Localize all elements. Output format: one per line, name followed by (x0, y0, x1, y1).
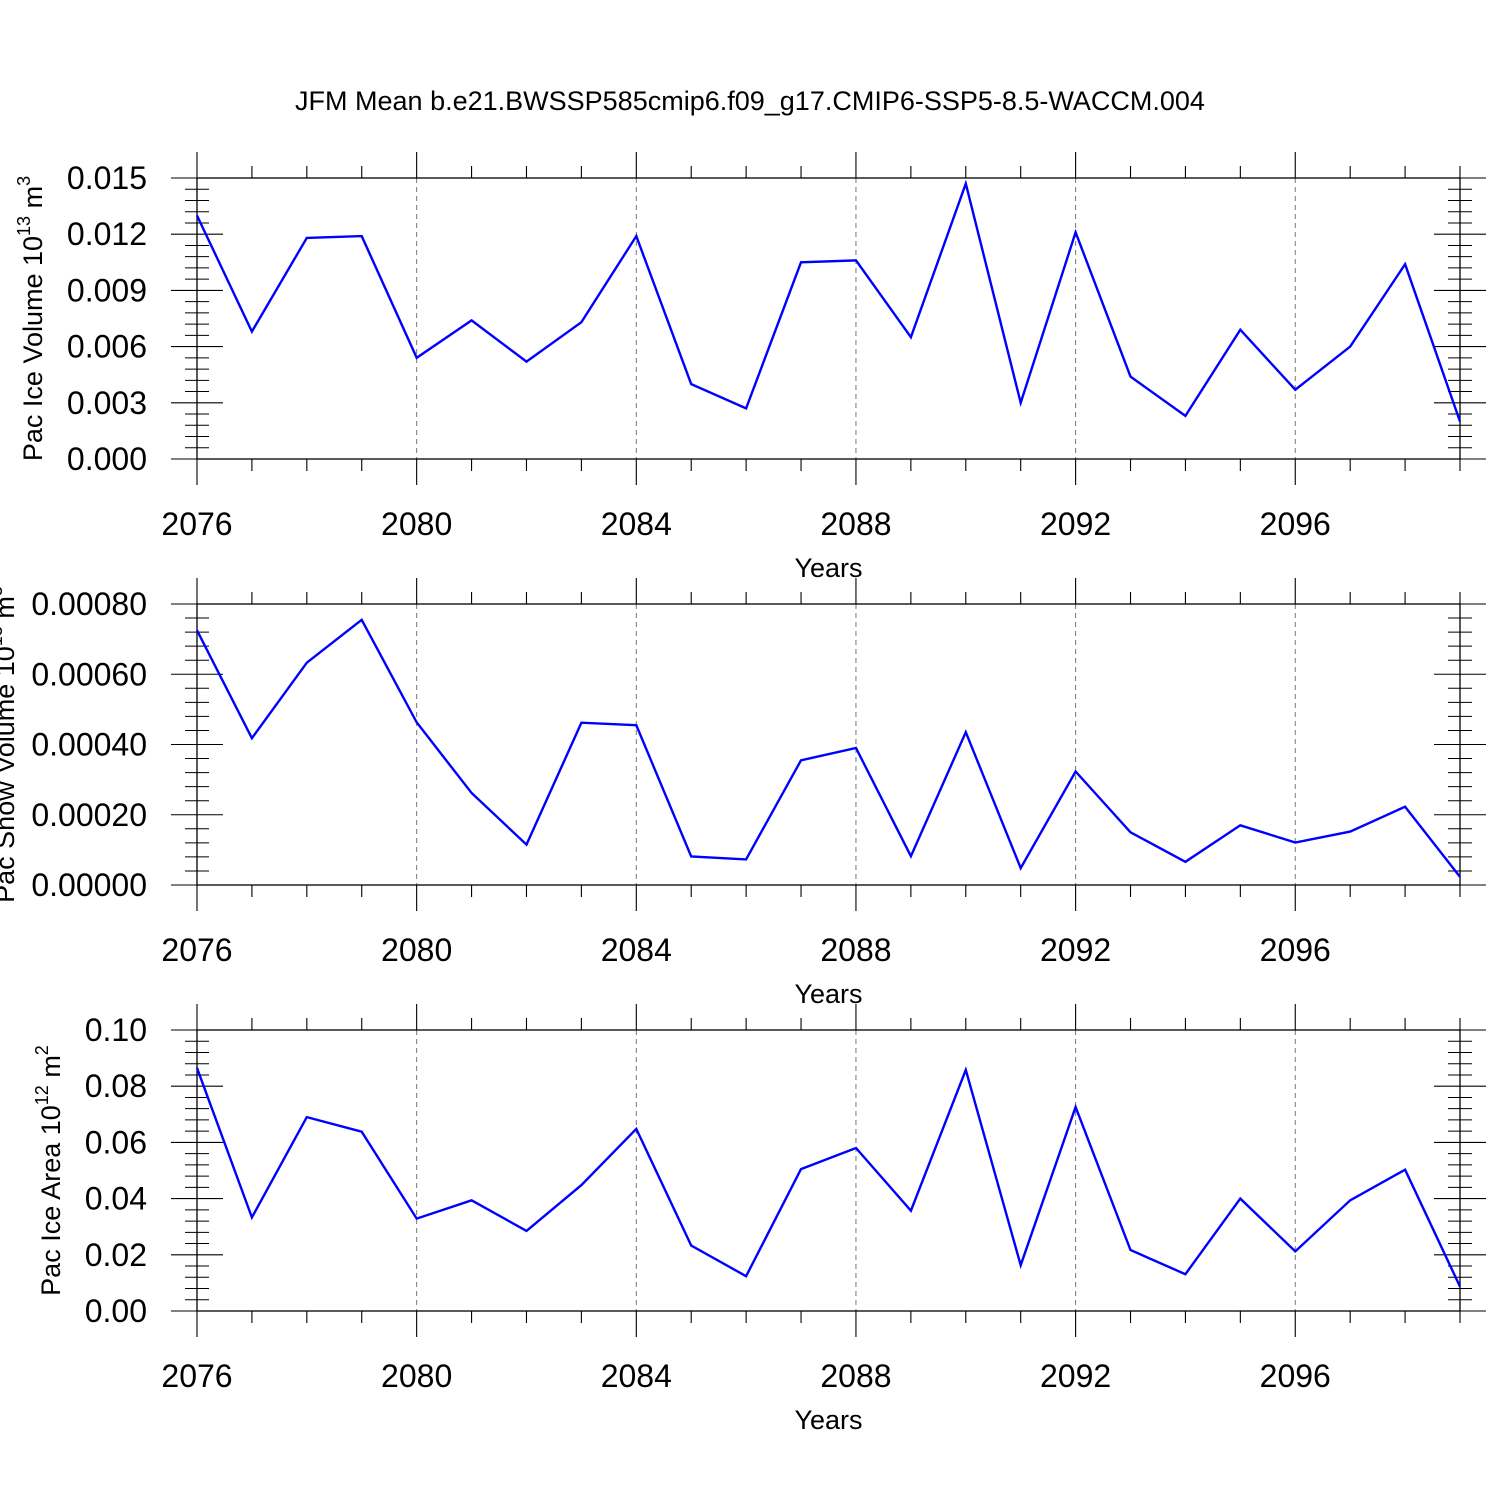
series-line (195, 617, 1461, 878)
x-tick-label: 2076 (161, 1358, 232, 1394)
x-tick-label: 2076 (161, 506, 232, 542)
x-axis-label: Years (794, 979, 862, 1009)
y-tick-label: 0.00060 (31, 656, 147, 692)
y-axis-label: Pac Ice Volume 1013 m3 (14, 176, 48, 461)
x-tick-label: 2080 (381, 1358, 452, 1394)
x-tick-label: 2092 (1040, 1358, 1111, 1394)
y-tick-label: 0.003 (67, 385, 147, 421)
y-tick-label: 0.012 (67, 216, 147, 252)
y-tick-label: 0.000 (67, 441, 147, 477)
x-tick-label: 2084 (601, 932, 672, 968)
plot-frame (196, 177, 1461, 460)
series-line (195, 1066, 1462, 1288)
y-tick-label: 0.009 (67, 272, 147, 308)
x-tick-label: 2096 (1260, 1358, 1331, 1394)
y-tick-label: 0.00000 (31, 867, 147, 903)
plot-frame (196, 1029, 1461, 1312)
x-tick-label: 2088 (820, 1358, 891, 1394)
y-tick-label: 0.08 (85, 1068, 147, 1104)
x-axis-label: Years (794, 553, 862, 583)
y-tick-label: 0.006 (67, 329, 147, 365)
y-tick-label: 0.10 (85, 1012, 147, 1048)
x-tick-label: 2096 (1260, 932, 1331, 968)
x-tick-label: 2096 (1260, 506, 1331, 542)
x-axis-label: Years (794, 1405, 862, 1435)
y-tick-label: 0.04 (85, 1181, 147, 1217)
x-tick-label: 2092 (1040, 932, 1111, 968)
y-tick-label: 0.02 (85, 1237, 147, 1273)
plot-frame (196, 603, 1461, 886)
y-axis-label: Pac Ice Area 1012 m2 (32, 1045, 66, 1296)
x-tick-label: 2092 (1040, 506, 1111, 542)
y-tick-label: 0.00040 (31, 727, 147, 763)
y-tick-label: 0.00 (85, 1293, 147, 1329)
x-tick-label: 2076 (161, 932, 232, 968)
x-tick-label: 2088 (820, 506, 891, 542)
chart-panel-2: 0.00000 0.00020 0.00040 0.00060 0.00080 2076 2… (0, 578, 1486, 1009)
chart-panel-1: 0.000 0.003 0.006 0.009 0.012 0.015 2076 2080 20… (14, 152, 1486, 583)
x-tick-label: 2084 (601, 1358, 672, 1394)
x-tick-label: 2080 (381, 506, 452, 542)
x-tick-label: 2088 (820, 932, 891, 968)
x-tick-label: 2080 (381, 932, 452, 968)
y-tick-label: 0.00020 (31, 797, 147, 833)
chart-panel-3: 0.00 0.02 0.04 0.06 0.08 0.10 2076 2080 2084 2088… (32, 1004, 1486, 1435)
series-line (195, 179, 1462, 422)
y-tick-label: 0.06 (85, 1124, 147, 1160)
y-tick-label: 0.015 (67, 160, 147, 196)
y-tick-label: 0.00080 (31, 586, 147, 622)
y-axis-label: Pac Snow Volume 1013 m3 (0, 586, 20, 903)
x-tick-label: 2084 (601, 506, 672, 542)
figure-title: JFM Mean b.e21.BWSSP585cmip6.f09_g17.CMI… (295, 86, 1205, 116)
